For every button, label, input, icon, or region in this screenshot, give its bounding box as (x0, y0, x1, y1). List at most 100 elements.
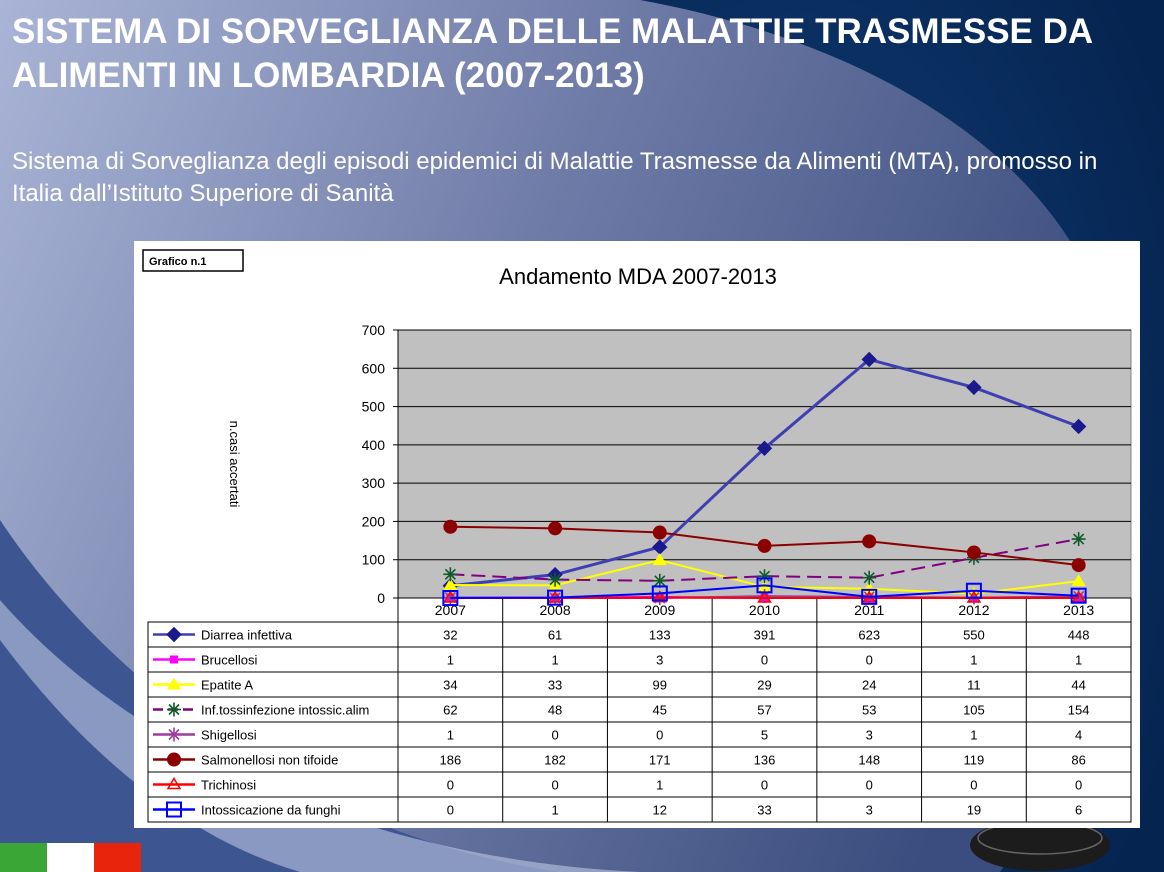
table-cell-value: 1 (447, 728, 454, 743)
legend-marker-salmonellosi-non-tifoide (167, 752, 181, 767)
y-tick-label: 700 (362, 322, 386, 338)
table-cell-value: 61 (548, 628, 562, 643)
table-cell-value: 136 (754, 753, 776, 768)
data-point-salmonellosi-non-tifoide (548, 521, 563, 536)
legend-label-trichinosi: Trichinosi (201, 778, 256, 793)
data-point-intossicazione-da-funghi (651, 585, 668, 602)
x-tick-label: 2008 (539, 602, 570, 618)
table-cell-value: 3 (866, 803, 873, 818)
table-cell-value: 623 (858, 628, 880, 643)
x-tick-label: 2013 (1063, 602, 1094, 618)
globe-shape (970, 819, 1110, 871)
chart-badge-label: Grafico n.1 (149, 256, 206, 268)
table-cell-value: 1 (551, 803, 558, 818)
y-tick-label: 400 (362, 437, 386, 453)
table-cell-value: 57 (757, 703, 771, 718)
data-point-inf-tossinfezione-intossic-alim (862, 570, 877, 585)
y-tick-label: 600 (362, 360, 386, 376)
table-cell-value: 34 (443, 678, 457, 693)
legend-marker-trichinosi (166, 777, 182, 790)
table-cell-value: 33 (548, 678, 562, 693)
table-cell-value: 148 (858, 753, 880, 768)
table-cell-value: 550 (963, 628, 985, 643)
table-cell-value: 0 (447, 778, 454, 793)
table-cell-value: 1 (656, 778, 663, 793)
table-cell-value: 12 (653, 803, 667, 818)
table-cell-value: 44 (1071, 678, 1085, 693)
y-axis-label: n.casi accertati (227, 421, 242, 508)
legend-marker-inf-tossinfezione-intossic-alim (167, 702, 181, 717)
y-tick-label: 100 (362, 552, 386, 568)
chart-badge-box (142, 249, 244, 272)
legend-label-intossicazione-da-funghi: Intossicazione da funghi (201, 803, 341, 818)
chart-title: Andamento MDA 2007-2013 (499, 264, 777, 289)
table-cell-value: 1 (970, 653, 977, 668)
y-tick-label: 0 (377, 590, 385, 606)
table-cell-value: 45 (653, 703, 667, 718)
data-point-inf-tossinfezione-intossic-alim (652, 573, 667, 588)
table-cell-value: 105 (963, 703, 985, 718)
legend-marker-epatite-a (167, 677, 181, 690)
table-cell-value: 29 (757, 678, 771, 693)
data-point-intossicazione-da-funghi (547, 589, 564, 606)
table-cell-value: 3 (866, 728, 873, 743)
legend-marker-diarrea-infettiva (166, 626, 182, 643)
legend-marker-brucellosi (170, 655, 178, 664)
table-cell-value: 86 (1071, 753, 1085, 768)
y-tick-label: 200 (362, 513, 386, 529)
table-cell-value: 0 (866, 778, 873, 793)
data-point-salmonellosi-non-tifoide (443, 519, 458, 534)
table-cell-value: 133 (649, 628, 671, 643)
table-cell-value: 0 (970, 778, 977, 793)
table-cell-value: 0 (551, 728, 558, 743)
series-line-intossicazione-da-funghi (450, 584, 1079, 599)
legend-label-epatite-a: Epatite A (201, 678, 253, 693)
table-cell-value: 391 (754, 628, 776, 643)
table-cell-value: 48 (548, 703, 562, 718)
data-point-diarrea-infettiva (1070, 418, 1087, 435)
flag-white-stripe (47, 843, 94, 872)
data-point-trichinosi (757, 590, 772, 603)
legend-label-shigellosi: Shigellosi (201, 728, 257, 743)
legend-marker-intossicazione-da-funghi (166, 801, 182, 818)
data-point-inf-tossinfezione-intossic-alim (548, 572, 563, 587)
table-cell-value: 6 (1075, 803, 1082, 818)
table-cell-value: 1 (447, 653, 454, 668)
legend-marker-shigellosi (167, 727, 181, 742)
table-cell-value: 4 (1075, 728, 1082, 743)
table-cell-value: 53 (862, 703, 876, 718)
data-point-inf-tossinfezione-intossic-alim (757, 569, 772, 584)
table-cell-value: 448 (1068, 628, 1090, 643)
table-cell-value: 0 (866, 653, 873, 668)
slide-title: SISTEMA DI SORVEGLIANZA DELLE MALATTIE T… (12, 12, 1092, 95)
data-point-diarrea-infettiva (966, 379, 982, 396)
table-cell-value: 119 (964, 753, 985, 768)
data-point-inf-tossinfezione-intossic-alim (1071, 532, 1086, 547)
data-point-diarrea-infettiva (861, 351, 877, 368)
data-point-intossicazione-da-funghi (756, 577, 773, 594)
data-point-intossicazione-da-funghi (861, 588, 878, 605)
data-point-epatite-a (652, 553, 667, 566)
table-cell-value: 5 (761, 728, 768, 743)
table-cell-value: 1 (1075, 653, 1082, 668)
data-point-trichinosi (652, 590, 668, 603)
table-cell-value: 1 (551, 653, 558, 668)
data-point-salmonellosi-non-tifoide (652, 525, 667, 540)
table-cell-value: 62 (443, 703, 457, 718)
legend-label-diarrea-infettiva: Diarrea infettiva (201, 628, 293, 643)
table-cell-value: 182 (544, 753, 566, 768)
legend-label-brucellosi: Brucellosi (201, 653, 257, 668)
data-point-intossicazione-da-funghi (965, 582, 982, 599)
slide-subtitle: Sistema di Sorveglianza degli episodi ep… (12, 148, 1098, 207)
x-tick-label: 2012 (958, 602, 989, 618)
data-point-intossicazione-da-funghi (1070, 587, 1087, 604)
table-cell-value: 0 (551, 778, 558, 793)
table-cell-value: 32 (443, 628, 457, 643)
data-point-salmonellosi-non-tifoide (1071, 558, 1086, 573)
x-tick-label: 2009 (644, 602, 675, 618)
data-point-salmonellosi-non-tifoide (757, 538, 772, 553)
data-point-salmonellosi-non-tifoide (862, 534, 877, 549)
table-cell-value: 24 (862, 678, 876, 693)
table-cell-value: 0 (656, 728, 663, 743)
